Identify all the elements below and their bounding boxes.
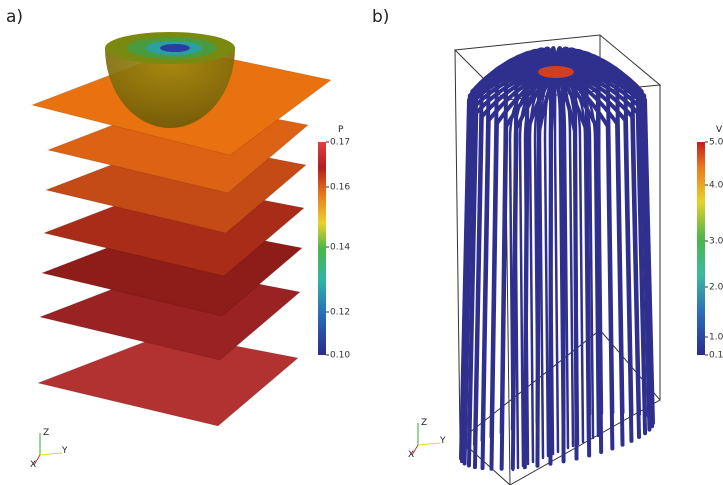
panel-label: b) [372,7,389,27]
figure: a) b) P V 0.17 0.16 0.14 0.12 0.10 5.0 4.0 3.0 2… [0,0,723,485]
colorbar-tick-label: 0.12 [330,308,350,318]
colorbar-tick-label: 0.16 [330,183,350,193]
axis-label: Z [43,428,49,438]
colorbar-tick-label: 3.0 [709,237,723,247]
colorbar-tick-label: 5.0 [709,138,723,148]
colorbar-tick-label: 0.17 [330,138,350,148]
colorbar-tick-label: 1.0 [709,333,723,343]
inlet [538,66,574,78]
colorbar-title: V [716,125,723,135]
streamline [555,74,558,452]
panel-label: a) [6,7,23,27]
colorbar-tick-label: 0.10 [709,351,723,361]
colorbar [697,142,705,355]
axis-label: Z [421,418,427,428]
axis-label: Y [439,436,446,446]
colorbar-tick-label: 2.0 [709,283,723,293]
streamlines [461,48,653,470]
axis-label: X [30,460,36,470]
axis-label: X [408,450,414,460]
colorbar [318,142,326,355]
colorbar-tick-label: 4.0 [709,181,723,191]
colorbar-title: P [338,125,344,135]
colorbar-tick-label: 0.10 [330,351,350,361]
axis-y [40,453,62,455]
colorbar-tick-label: 0.14 [330,243,350,253]
axis-label: Y [61,446,68,456]
axis-y [418,443,440,445]
